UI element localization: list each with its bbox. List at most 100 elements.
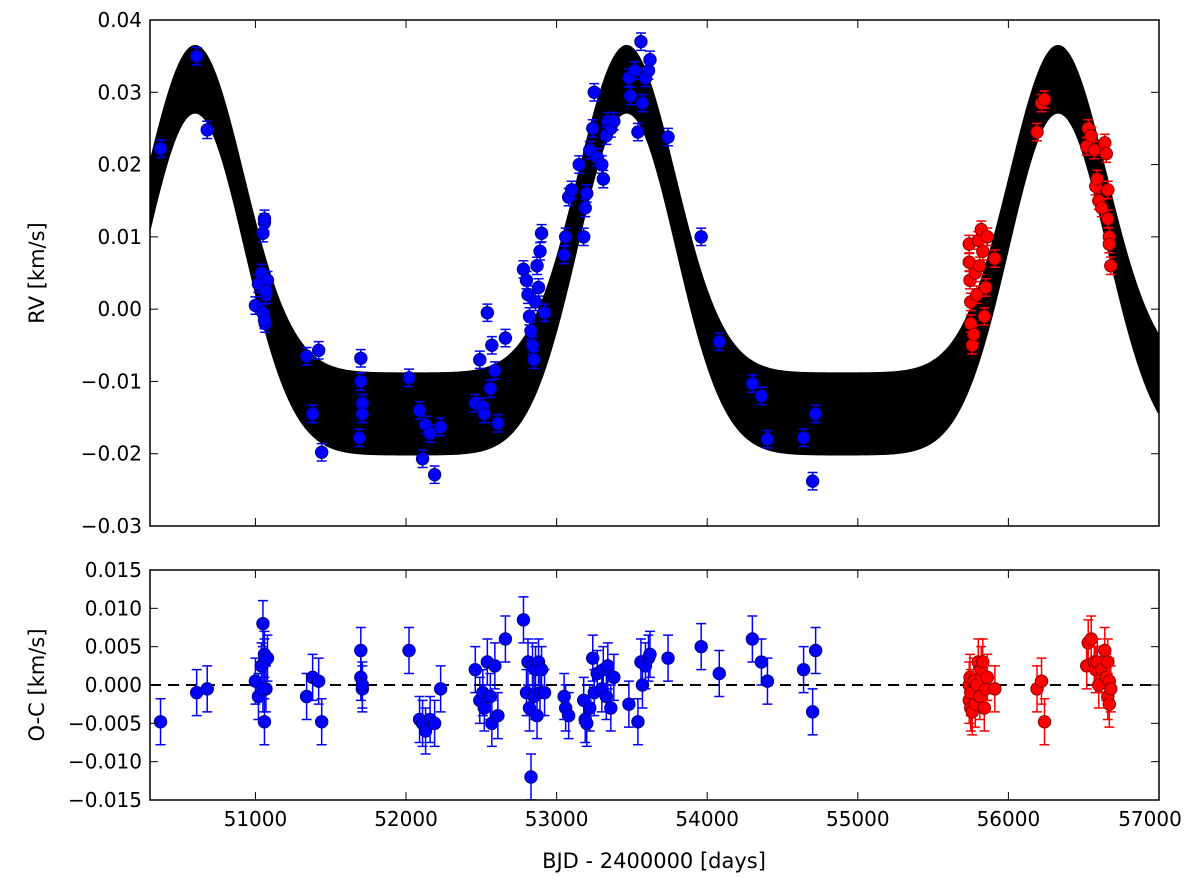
rv-point [623, 86, 638, 106]
rv-marker [299, 349, 314, 363]
oc-xtick-label: 52000 [374, 807, 438, 831]
rv-marker [578, 201, 592, 215]
rv-point [257, 310, 272, 330]
oc-point [745, 615, 760, 663]
oc-point [200, 665, 214, 713]
oc-marker [661, 651, 675, 665]
rv-marker [519, 273, 534, 287]
rv-marker [533, 244, 547, 259]
rv-marker [587, 85, 601, 99]
oc-marker [1037, 715, 1052, 729]
oc-point [153, 698, 168, 746]
rv-point [534, 223, 549, 243]
oc-marker [418, 724, 433, 738]
rv-y-axis-label: RV [km/s] [25, 222, 49, 324]
oc-panel: −0.015 −0.010 −0.005 0.000 0.005 0.010 0.015 5… [25, 558, 1182, 873]
rv-marker [412, 403, 427, 418]
rv-point [754, 386, 769, 406]
rv-point [189, 46, 204, 66]
oc-marker [631, 715, 645, 729]
rv-marker [477, 407, 492, 421]
rv-point [796, 428, 811, 448]
rv-marker [1030, 125, 1044, 139]
oc-y-axis-label: O-C [km/s] [25, 628, 49, 741]
rv-point [577, 227, 591, 247]
oc-point [607, 653, 621, 702]
rv-marker [1037, 92, 1052, 107]
rv-y-ticks: −0.03 −0.02 −0.01 0.00 0.01 0.02 0.03 0.04 [81, 8, 1159, 538]
rv-point [427, 465, 442, 485]
rv-point [491, 413, 505, 433]
oc-point [622, 680, 636, 728]
rv-point [1090, 169, 1104, 189]
rv-marker [970, 287, 984, 302]
rv-marker [760, 432, 775, 446]
oc-point [760, 657, 775, 705]
rv-marker [979, 280, 993, 295]
rv-marker [628, 63, 642, 78]
rv-point [354, 348, 368, 368]
rv-marker [153, 141, 168, 156]
rv-marker [1101, 212, 1115, 226]
rv-ytick-label: 0.02 [97, 153, 142, 177]
rv-marker [607, 114, 621, 128]
rv-marker [635, 96, 650, 110]
rv-point [314, 442, 329, 462]
rv-point [259, 281, 273, 301]
rv-marker [634, 34, 648, 49]
oc-point [805, 688, 820, 736]
oc-point [260, 634, 275, 682]
oc-marker [607, 670, 621, 685]
rv-marker [433, 420, 448, 434]
rv-marker [498, 331, 513, 345]
rv-point [970, 285, 984, 305]
oc-ytick-label: 0.015 [85, 558, 142, 582]
rv-marker [745, 376, 760, 391]
rv-marker [311, 343, 326, 358]
oc-point [980, 653, 995, 702]
rv-marker [808, 407, 823, 421]
oc-marker [256, 616, 270, 631]
oc-point [796, 645, 811, 694]
rv-marker [805, 474, 820, 488]
rv-marker [694, 230, 708, 244]
oc-marker [498, 632, 513, 646]
rv-marker [528, 295, 543, 309]
oc-point [537, 668, 552, 717]
rv-marker [534, 226, 549, 240]
oc-marker [694, 639, 708, 654]
rv-marker [415, 452, 430, 466]
oc-marker [622, 697, 636, 711]
oc-marker [1104, 682, 1118, 696]
rv-marker [558, 230, 573, 244]
oc-point [427, 699, 442, 748]
rv-ytick-label: −0.03 [81, 514, 142, 538]
rv-point [979, 278, 993, 297]
rv-marker [483, 381, 498, 396]
rv-point [498, 328, 513, 348]
oc-marker [153, 715, 168, 729]
oc-point [631, 698, 645, 746]
rv-point [355, 404, 370, 424]
rv-model-band [150, 44, 1159, 456]
rv-marker [988, 251, 1002, 266]
oc-marker [980, 670, 995, 685]
oc-point [418, 707, 433, 755]
oc-marker [601, 659, 615, 673]
rv-point [480, 303, 495, 323]
rv-point [587, 82, 601, 102]
rv-point [423, 424, 437, 443]
oc-ytick-label: −0.005 [68, 711, 142, 735]
rv-marker [973, 259, 987, 273]
oc-xtick-label: 51000 [224, 807, 288, 831]
oc-marker [580, 716, 594, 731]
rv-point [634, 32, 648, 52]
oc-marker [760, 674, 775, 688]
rv-marker [1099, 147, 1113, 161]
rv-marker [200, 123, 214, 137]
rv-marker [580, 186, 594, 201]
rv-marker [354, 351, 368, 365]
oc-y-ticks: −0.015 −0.010 −0.005 0.000 0.005 0.010 0.015 [68, 558, 1159, 812]
rv-point [586, 119, 600, 138]
rv-marker [257, 212, 272, 226]
